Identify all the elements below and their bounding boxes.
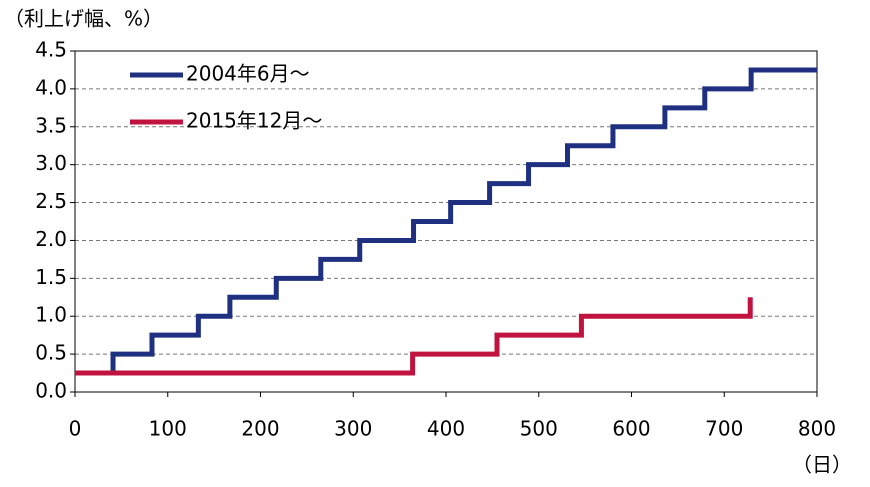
x-tick-label: 700 (705, 417, 743, 441)
y-tick-label: 2.5 (35, 189, 67, 213)
x-tick-label: 500 (520, 417, 558, 441)
y-tick-label: 4.0 (35, 75, 67, 99)
y-tick-label: 3.5 (35, 113, 67, 137)
y-tick-label: 0.5 (35, 341, 67, 365)
legend-label: 2004年6月～ (186, 62, 310, 86)
y-axis-label: （利上げ幅、%） (4, 7, 163, 31)
x-tick-label: 600 (612, 417, 650, 441)
y-tick-label: 3.0 (35, 151, 67, 175)
x-tick-label: 300 (334, 417, 372, 441)
legend-label: 2015年12月～ (186, 109, 322, 133)
x-tick-label: 0 (69, 417, 82, 441)
step-line (75, 297, 753, 376)
y-tick-label: 1.5 (35, 265, 67, 289)
y-tick-label: 0.0 (35, 379, 67, 403)
y-tick-label: 2.0 (35, 227, 67, 251)
x-tick-label: 200 (241, 417, 279, 441)
y-tick-label: 1.0 (35, 303, 67, 327)
x-tick-label: 800 (798, 417, 836, 441)
y-tick-label: 4.5 (35, 38, 67, 62)
step-line (75, 67, 817, 376)
plot-frame (74, 50, 818, 393)
x-axis-label: （日） (792, 453, 852, 477)
x-tick-label: 400 (427, 417, 465, 441)
x-tick-label: 100 (149, 417, 187, 441)
